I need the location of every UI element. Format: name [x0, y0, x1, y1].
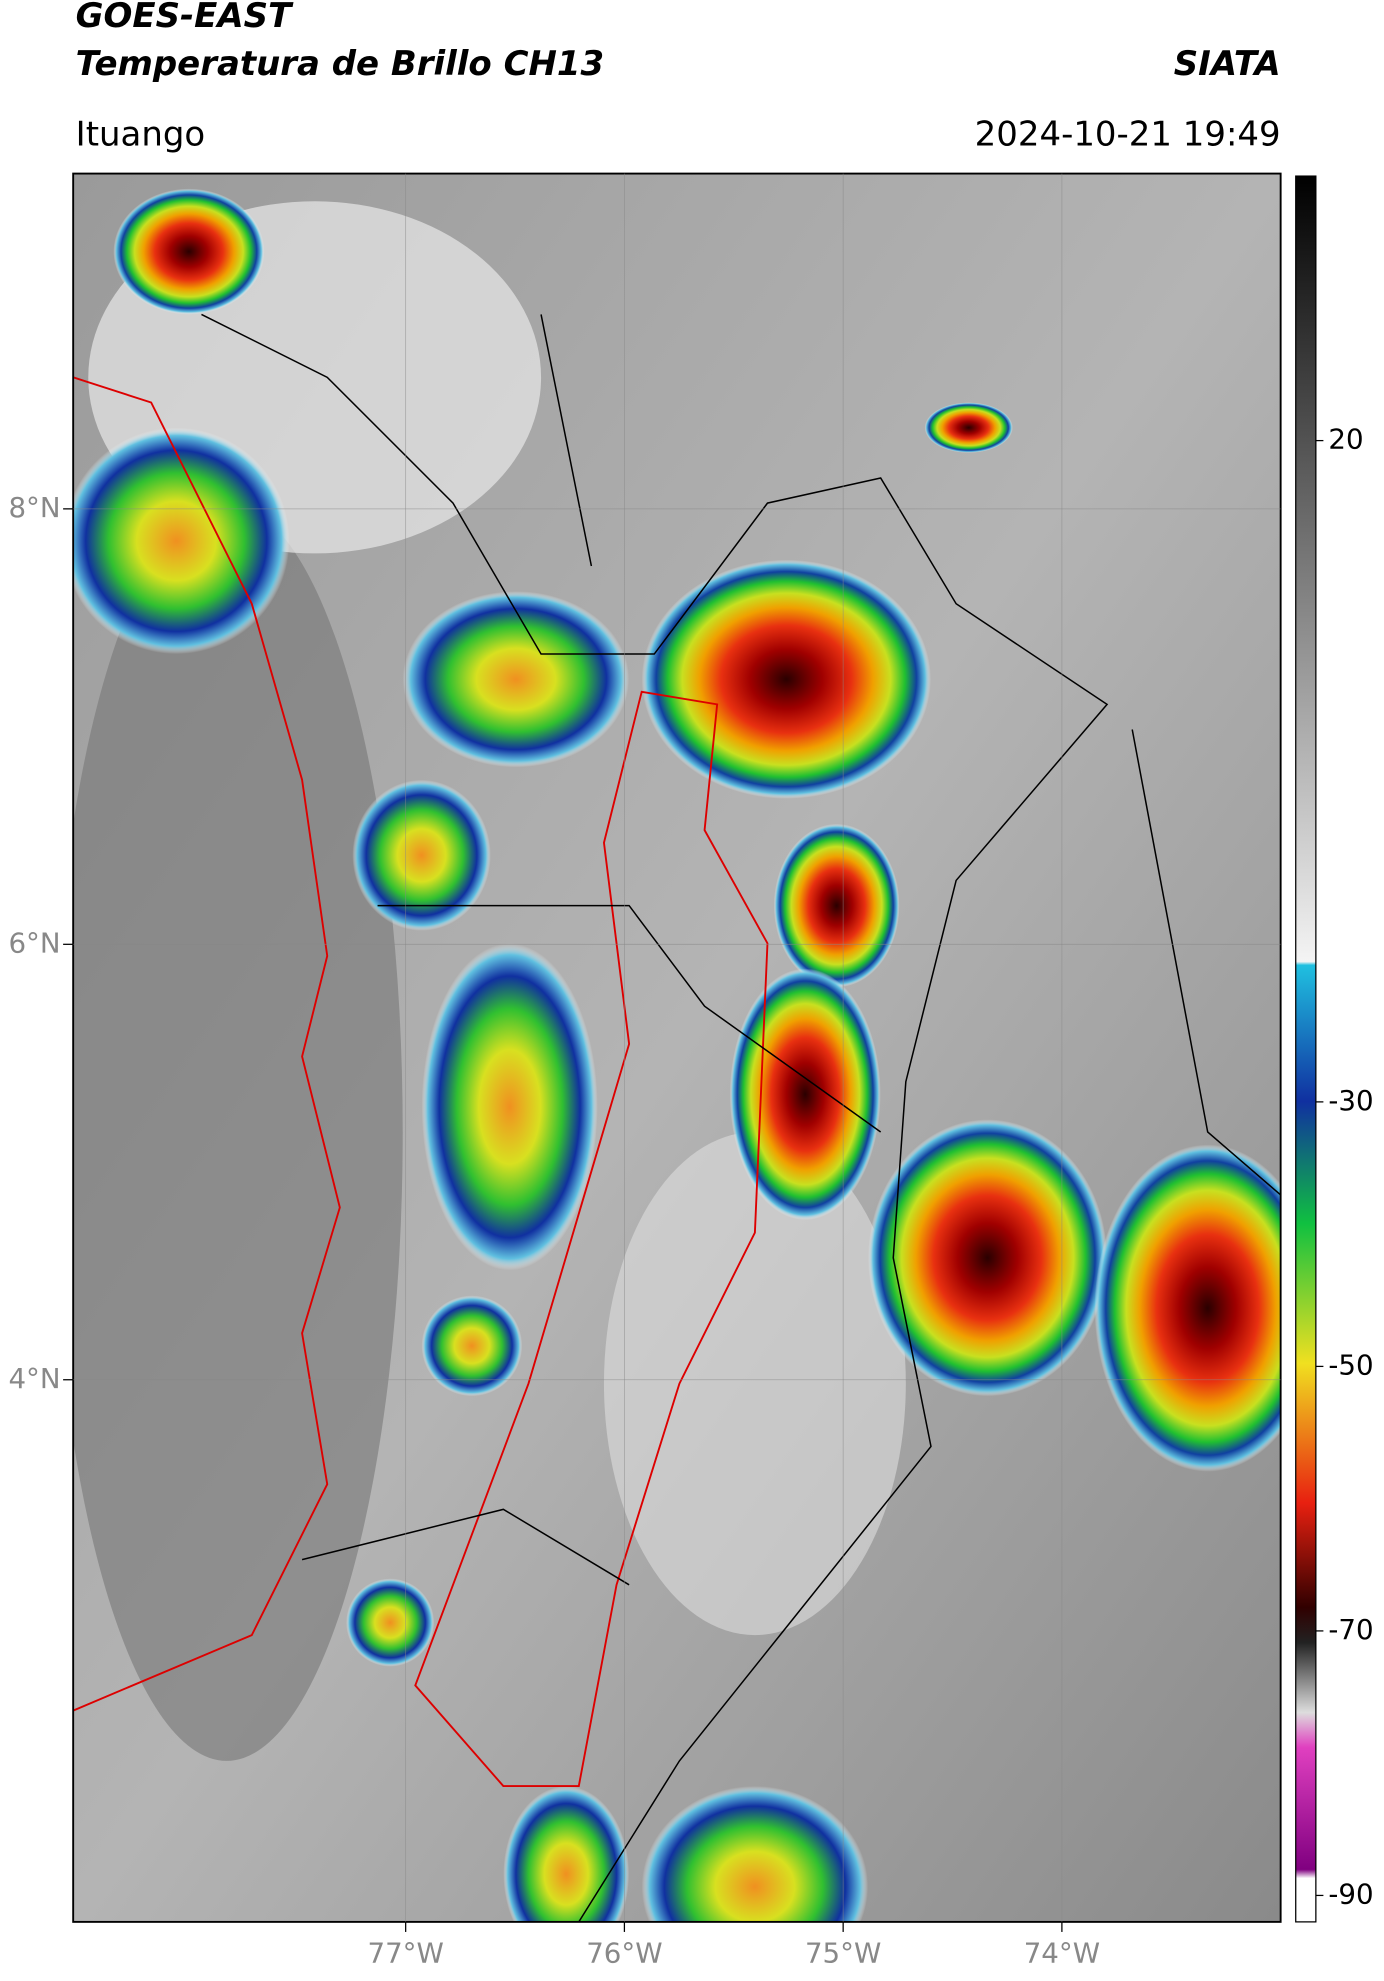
y-tick-label: 4°N: [8, 1362, 60, 1395]
colorbar-tick-label: -70: [1328, 1613, 1373, 1646]
y-tick-label: 6°N: [8, 926, 60, 959]
colorbar-tick-label: 20: [1328, 423, 1363, 456]
colorbar-tick-label: -30: [1328, 1084, 1373, 1117]
colorbar: [1295, 175, 1317, 1923]
source: SIATA: [1174, 44, 1281, 84]
x-tick-label: 74°W: [1024, 1937, 1100, 1970]
datetime: 2024-10-21 19:49: [975, 114, 1281, 154]
satellite-image: [73, 173, 1281, 1922]
map-frame: [72, 172, 1282, 1923]
subtitle: Temperatura de Brillo CH13: [76, 44, 604, 84]
colorbar-tick-label: -50: [1328, 1348, 1373, 1381]
x-tick-label: 75°W: [805, 1937, 881, 1970]
y-tick-label: 8°N: [8, 491, 60, 524]
x-tick-label: 77°W: [367, 1937, 443, 1970]
colorbar-tick-label: -90: [1328, 1877, 1373, 1910]
x-tick-label: 76°W: [586, 1937, 662, 1970]
title: GOES-EAST: [76, 0, 294, 36]
location: Ituango: [76, 114, 206, 154]
